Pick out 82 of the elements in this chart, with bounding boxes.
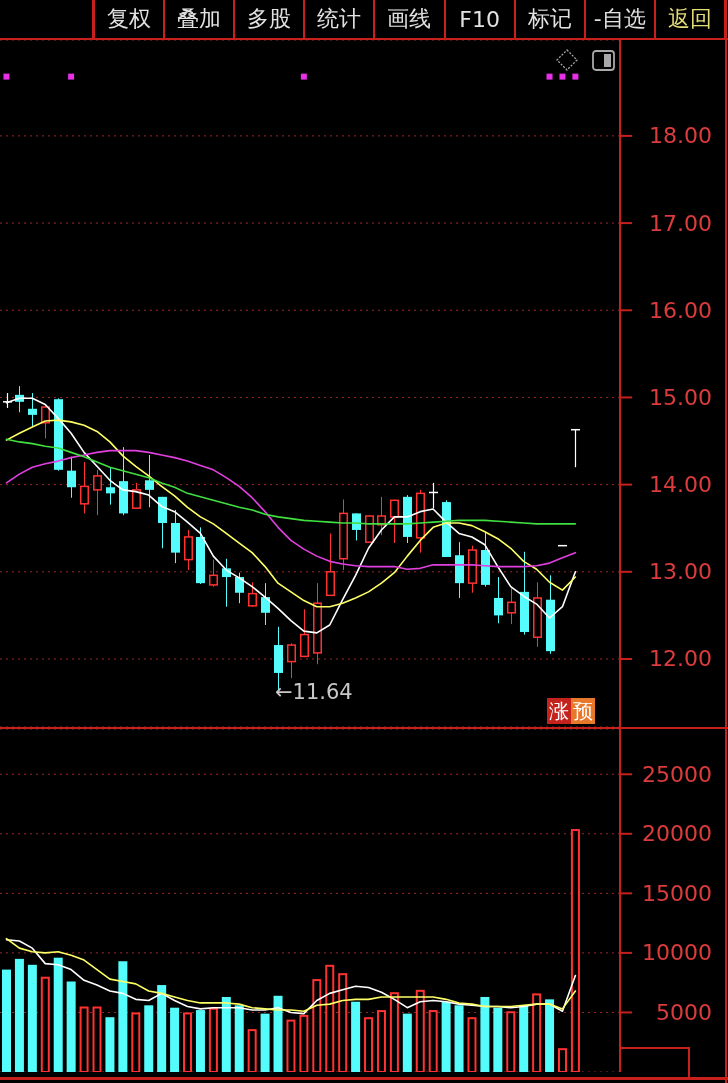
- bar: [66, 981, 76, 1072]
- bar: [519, 1005, 529, 1072]
- bar: [170, 1007, 180, 1072]
- bar: [364, 1017, 374, 1072]
- y-tick-label: 20000: [642, 821, 712, 847]
- bar: [389, 992, 399, 1072]
- bar: [53, 957, 63, 1072]
- bar: [506, 1011, 516, 1072]
- line-series: [5, 449, 577, 570]
- candlestick: [235, 572, 244, 604]
- bar: [325, 964, 335, 1072]
- bar: [545, 999, 555, 1072]
- bar: [299, 1014, 309, 1072]
- bar: [415, 989, 425, 1072]
- bar: [441, 1001, 451, 1072]
- bar: [247, 1029, 257, 1072]
- y-tick-label: 15.00: [649, 384, 712, 410]
- bar: [208, 1007, 218, 1072]
- y-tick-label: 5000: [656, 999, 712, 1025]
- bar: [273, 995, 283, 1072]
- text: 画线: [387, 5, 432, 33]
- annotation: 涨: [547, 698, 571, 724]
- annotation: ←11.64: [274, 680, 353, 705]
- bar: [532, 993, 542, 1072]
- annotation: 预: [571, 698, 595, 724]
- text: 标记: [527, 5, 572, 33]
- bar: [557, 1048, 567, 1072]
- bar: [131, 1012, 141, 1072]
- bar: [351, 1001, 361, 1072]
- candlestick: [507, 587, 516, 625]
- text: 返回: [667, 5, 712, 33]
- bar: [221, 996, 231, 1072]
- y-tick-label: 16.00: [649, 297, 712, 323]
- y-tick-label: 14.00: [649, 472, 712, 498]
- candlestick: [106, 467, 115, 506]
- y-tick-label: 13.00: [649, 559, 712, 585]
- bar: [376, 1010, 386, 1072]
- bar: [286, 1019, 296, 1072]
- bar: [480, 996, 490, 1072]
- bar: [260, 1013, 270, 1072]
- bar: [40, 976, 50, 1072]
- bar: [157, 985, 167, 1072]
- bar: [428, 1010, 438, 1072]
- bar: [27, 964, 37, 1072]
- candlestick: [352, 512, 361, 541]
- y-tick-label: 25000: [642, 761, 712, 787]
- bar: [14, 958, 24, 1072]
- bar: [2, 969, 11, 1072]
- bar: [312, 979, 322, 1072]
- y-tick-label: 12.00: [649, 646, 712, 672]
- bar: [234, 1005, 244, 1072]
- bar: [195, 1010, 205, 1072]
- bar: [493, 1007, 503, 1072]
- y-tick-label: 17.00: [649, 210, 712, 236]
- bar: [402, 1013, 412, 1072]
- candlestick: [533, 581, 542, 648]
- bar: [467, 1017, 477, 1072]
- candlestick: [494, 576, 503, 624]
- bar: [79, 1006, 89, 1072]
- y-tick-label: 15000: [642, 880, 712, 906]
- candlestick: [28, 392, 37, 427]
- candlestick: [313, 582, 322, 665]
- bar: [144, 1005, 154, 1072]
- candlestick: [390, 499, 399, 544]
- candlestick: [261, 582, 270, 626]
- y-tick-label: 10000: [642, 940, 712, 966]
- bar: [105, 1017, 115, 1072]
- text: 复权: [107, 5, 152, 33]
- bar: [570, 829, 580, 1072]
- text: 统计: [317, 5, 362, 33]
- text: 叠加: [177, 5, 222, 33]
- text: 多股: [247, 5, 292, 33]
- bar: [338, 973, 348, 1072]
- bar: [183, 1012, 193, 1072]
- bar: [92, 1006, 102, 1072]
- text: F10: [459, 6, 500, 32]
- bar: [454, 1005, 464, 1072]
- text: -自选: [593, 5, 646, 33]
- bar: [118, 961, 128, 1072]
- candlestick: [67, 456, 76, 499]
- candlestick: [145, 454, 154, 508]
- y-tick-label: 18.00: [649, 123, 712, 149]
